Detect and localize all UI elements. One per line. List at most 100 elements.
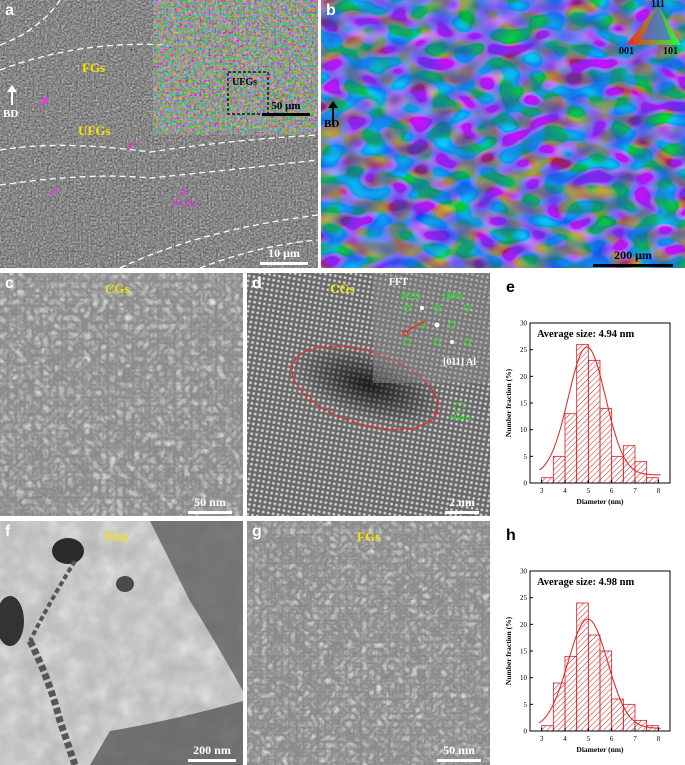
hist-e-x-tick-label: 8: [657, 487, 661, 495]
panel-g-texture: [247, 521, 490, 765]
hist-e-bar: [552, 455, 566, 484]
hist-h-title: Average size: 4.98 nm: [537, 577, 634, 588]
panel-e-label-text: e: [506, 279, 515, 296]
panel-e-label: e: [506, 279, 515, 297]
panel-a-scale-text: 10 μm: [268, 246, 300, 260]
panel-c-scale-bar: 50 nm: [188, 495, 232, 514]
panel-h-label-text: h: [506, 527, 516, 544]
inset-scale-bar: 50 μm: [262, 100, 310, 116]
inset-ufgs-label: UFGs: [232, 77, 257, 88]
panel-b-bd-label: BD: [324, 118, 340, 130]
panel-f-tem-image: f FGs 200 nm: [0, 521, 243, 765]
hist-h-bar: [599, 650, 613, 732]
panel-b-label: b: [326, 2, 336, 19]
hist-h-y-tick-label: 15: [520, 648, 528, 656]
hist-e-bar: [611, 455, 624, 484]
hist-h-bar: [587, 634, 601, 732]
zone-axis-label: [011] Al: [443, 357, 477, 368]
panel-f-scale-text: 200 nm: [193, 743, 231, 757]
hist-e-bar: [587, 359, 601, 484]
hist-e-bar: [634, 461, 648, 484]
ipf-101-label: 101: [663, 46, 678, 57]
hist-h-x-axis-label: Diameter (nm): [576, 745, 624, 754]
panel-d-label: d: [252, 275, 262, 292]
panel-g-scale-bar: 50 nm: [437, 743, 481, 762]
fft-label: FFT: [389, 277, 408, 288]
panel-d-region-label: CGs: [330, 281, 355, 296]
hist-e-bar: [646, 477, 659, 484]
hist-e-y-tick-label: 15: [520, 400, 528, 408]
hist-e-y-axis-label: Number fraction (%): [504, 368, 513, 437]
hist-e-x-tick-label: 5: [587, 487, 591, 495]
ipf-001-label: 001: [619, 46, 634, 57]
inset-scale-text: 50 μm: [271, 100, 301, 112]
hist-e-x-tick-label: 7: [633, 487, 637, 495]
panel-d-scale-text: 2 nm: [449, 495, 475, 509]
fft-spot-200: (200): [443, 291, 463, 301]
fft-spot-022: (022): [401, 291, 421, 301]
panel-d-hrtem-image: d CGs FFT (022) (200) [011] Al Matrix 2 …: [247, 273, 490, 516]
panel-c-label: c: [5, 275, 14, 292]
hist-h-y-tick-label: 10: [520, 674, 528, 682]
panel-b-ebsd-map: b BD 111 001 101 200 μm: [321, 0, 685, 268]
panel-c-tem-image: c CGs 50 nm: [0, 273, 243, 516]
panel-d-texture: [247, 273, 490, 516]
panel-e-histogram: e 3 4 5 6 7 8 0 5 10 15 20 25 30 Average size: 4.94 n…: [490, 273, 685, 518]
hist-h-y-axis-label: Number fraction (%): [504, 616, 513, 685]
hist-e-bar: [564, 413, 578, 484]
panel-d-scale-bar: 2 nm: [445, 495, 479, 514]
panel-c-scale-text: 50 nm: [194, 495, 226, 509]
hist-h-y-tick-label: 30: [520, 568, 528, 576]
hist-e-bar: [576, 343, 589, 484]
hist-e-y-tick-label: 25: [520, 346, 528, 354]
panel-a-sem-image: a FGs UFGs BD Sc,Zr UFGs 50 μm 10 μm: [0, 0, 318, 268]
hist-h-y-tick-label: 0: [524, 728, 528, 736]
hist-h-bar: [622, 703, 636, 732]
panel-f-label: f: [5, 523, 11, 540]
panel-a-scale-bar: 10 μm: [260, 246, 308, 265]
ufgs-label: UFGs: [78, 123, 111, 138]
panel-f-region-label: FGs: [105, 529, 129, 544]
panel-f-texture: [0, 521, 243, 765]
panel-h-chart: 3 4 5 6 7 8 0 5 10 15 20 25 30 Average size: 4.98 nm D…: [504, 568, 671, 754]
hist-e-bar: [599, 407, 613, 484]
hist-h-bar: [541, 725, 554, 732]
panel-f-scale-bar: 200 nm: [188, 743, 236, 762]
panel-a-label: a: [5, 2, 14, 19]
hist-e-y-tick-label: 30: [520, 320, 528, 328]
hist-e-x-tick-label: 6: [610, 487, 614, 495]
panel-b-scale-text: 200 μm: [614, 248, 652, 262]
panel-g-scale-text: 50 nm: [443, 743, 475, 757]
panel-c-region-label: CGs: [105, 281, 130, 296]
hist-e-x-tick-label: 4: [563, 487, 567, 495]
hist-h-fit-curve: [539, 618, 661, 729]
panel-a-texture: [0, 0, 318, 268]
hist-h-y-tick-label: 25: [520, 594, 528, 602]
hist-h-x-tick-label: 3: [540, 735, 544, 743]
hist-e-y-tick-label: 5: [524, 453, 528, 461]
panel-g-label: g: [252, 523, 262, 540]
hist-h-x-tick-label: 4: [563, 735, 567, 743]
matrix-label: Matrix: [450, 414, 471, 422]
panel-h-label: h: [506, 527, 516, 545]
hist-h-y-tick-label: 20: [520, 621, 528, 629]
panel-g-region-label: FGs: [357, 529, 381, 544]
hist-h-y-tick-label: 5: [524, 701, 528, 709]
sc-zr-label: Sc,Zr: [172, 197, 198, 209]
panel-b-texture: [321, 0, 685, 268]
panel-g-tem-image: g FGs 50 nm: [247, 521, 490, 765]
hist-h-bar: [611, 698, 624, 732]
hist-e-bar: [541, 477, 554, 484]
build-direction-label: BD: [3, 108, 19, 120]
panel-h-histogram: h 3 4 5 6 7 8 0 5 10 15 20 25 30 Average size: 4.98 n…: [490, 521, 685, 765]
hist-h-x-tick-label: 5: [587, 735, 591, 743]
panel-c-texture: [0, 273, 243, 516]
fgs-label: FGs: [82, 60, 106, 75]
panel-b-scale-bar: 200 μm: [593, 248, 673, 267]
ipf-111-label: 111: [651, 0, 665, 10]
hist-e-y-tick-label: 20: [520, 373, 528, 381]
hist-e-x-tick-label: 3: [540, 487, 544, 495]
panel-e-chart: 3 4 5 6 7 8 0 5 10 15 20 25 30 Average size: 4.94 nm D…: [504, 320, 671, 506]
hist-e-y-tick-label: 10: [520, 426, 528, 434]
hist-h-x-tick-label: 8: [657, 735, 661, 743]
